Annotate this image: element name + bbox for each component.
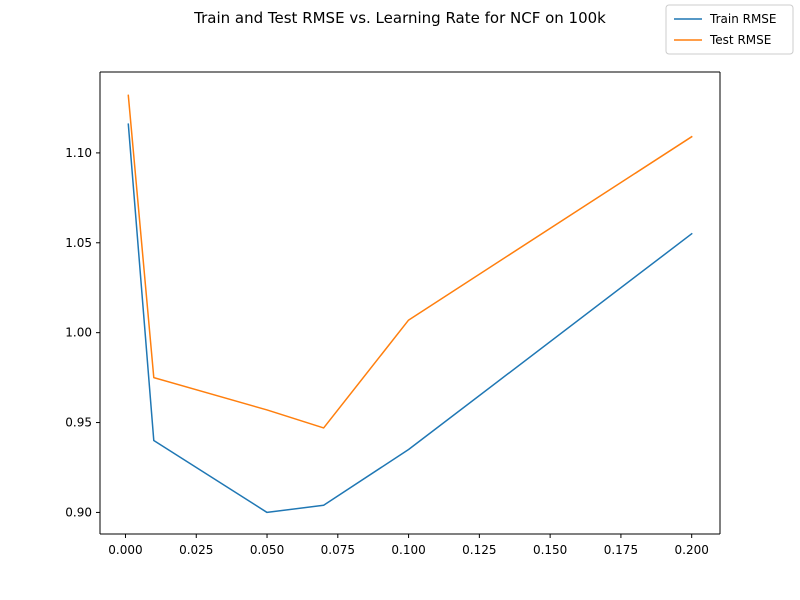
x-tick-label: 0.200 — [675, 543, 709, 557]
plot-background — [100, 72, 720, 534]
y-tick-label: 0.95 — [65, 416, 92, 430]
chart-title: Train and Test RMSE vs. Learning Rate fo… — [194, 9, 606, 27]
x-tick-label: 0.125 — [462, 543, 496, 557]
x-axis-ticks: 0.000 0.025 0.050 0.075 0.100 0.125 0.150 0.175… — [108, 534, 709, 557]
y-axis-ticks: 0.90 0.95 1.00 1.05 1.10 — [65, 146, 100, 519]
x-tick-label: 0.100 — [391, 543, 425, 557]
x-tick-label: 0.025 — [179, 543, 213, 557]
x-tick-label: 0.075 — [321, 543, 355, 557]
legend: Train RMSE Test RMSE — [665, 4, 794, 55]
y-tick-label: 1.10 — [65, 146, 92, 160]
y-tick-label: 0.90 — [65, 505, 92, 519]
x-tick-label: 0.050 — [250, 543, 284, 557]
x-tick-label: 0.000 — [108, 543, 142, 557]
x-tick-label: 0.150 — [533, 543, 567, 557]
axes — [99, 71, 721, 535]
legend-box — [665, 4, 794, 55]
legend-label: Test RMSE — [709, 33, 771, 47]
data-series — [127, 94, 693, 514]
x-tick-label: 0.175 — [604, 543, 638, 557]
y-tick-label: 1.00 — [65, 326, 92, 340]
legend-label: Train RMSE — [709, 12, 777, 26]
y-tick-label: 1.05 — [65, 236, 92, 250]
series-line-train-rmse — [127, 123, 693, 514]
series-line-test-rmse — [127, 94, 693, 429]
